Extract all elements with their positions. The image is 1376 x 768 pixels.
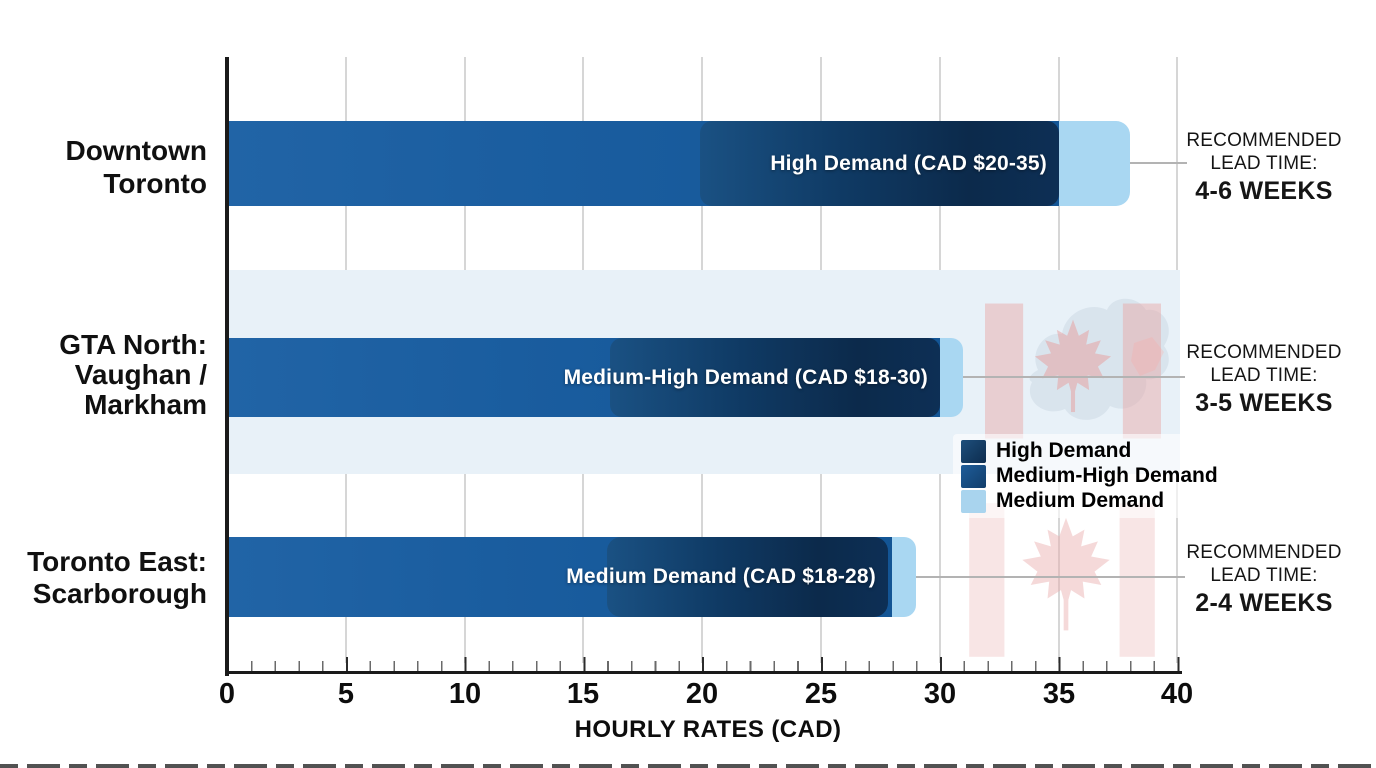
y-axis-line xyxy=(225,57,229,676)
connector-line-downtown xyxy=(1130,162,1187,164)
legend-label: High Demand xyxy=(996,439,1132,462)
legend-swatch-high-demand xyxy=(961,439,986,463)
lead-time-prefix: LEAD TIME: xyxy=(1210,153,1318,174)
lead-time-value: 4-6 WEEKS xyxy=(1195,177,1333,205)
x-tick-40: 40 xyxy=(1160,678,1194,710)
lead-time-value: 2-4 WEEKS xyxy=(1195,589,1333,617)
lead-time-prefix: LEAD TIME: xyxy=(1210,565,1318,586)
category-line: Markham xyxy=(84,389,207,420)
x-axis-line xyxy=(225,671,1182,674)
legend-label: Medium-High Demand xyxy=(996,464,1218,487)
bar-label-gta-north: Medium-High Demand (CAD $18-30) xyxy=(563,365,928,389)
lead-time-prefix: LEAD TIME: xyxy=(1210,365,1318,386)
x-tick-5: 5 xyxy=(337,678,355,710)
category-line: Scarborough xyxy=(32,578,207,609)
legend-item-high-demand: High Demand xyxy=(961,439,1179,463)
lead-time-block-downtown: RECOMMENDED LEAD TIME: 4-6 WEEKS xyxy=(1182,129,1346,205)
category-label-gta-north: GTA North: Vaughan / Markham xyxy=(17,330,207,420)
x-tick-15: 15 xyxy=(566,678,600,710)
lead-time-prefix: RECOMMENDED xyxy=(1186,342,1342,363)
connector-line-scarborough xyxy=(916,576,1185,578)
x-tick-25: 25 xyxy=(804,678,838,710)
connector-line-gta-north xyxy=(963,376,1185,378)
legend-item-medium-demand: Medium Demand xyxy=(961,489,1179,513)
x-tick-10: 10 xyxy=(448,678,482,710)
category-line: GTA North: xyxy=(59,329,207,360)
legend-swatch-medium-demand xyxy=(961,489,986,513)
category-line: Toronto xyxy=(103,168,207,199)
legend-label: Medium Demand xyxy=(996,489,1165,512)
canada-flag-watermark-bottom xyxy=(969,503,1155,657)
lead-time-value: 3-5 WEEKS xyxy=(1195,389,1333,417)
x-tick-35: 35 xyxy=(1042,678,1076,710)
legend-item-medium-high-demand: Medium-High Demand xyxy=(961,464,1218,488)
x-tick-20: 20 xyxy=(685,678,719,710)
bar-segment-high-demand: High Demand (CAD $20-35) xyxy=(700,121,1059,206)
x-axis-title: HOURLY RATES (CAD) xyxy=(574,716,842,743)
category-line: Vaughan / xyxy=(74,359,207,390)
bar-segment-medium-demand: Medium Demand (CAD $18-28) xyxy=(566,537,888,617)
lead-time-block-scarborough: RECOMMENDED LEAD TIME: 2-4 WEEKS xyxy=(1182,541,1346,617)
bar-label-scarborough: Medium Demand (CAD $18-28) xyxy=(566,565,876,588)
bar-segment-medium-high-demand: Medium-High Demand (CAD $18-30) xyxy=(564,338,940,417)
lead-time-prefix: RECOMMENDED xyxy=(1186,542,1342,563)
category-label-scarborough: Toronto East: Scarborough xyxy=(17,546,207,610)
x-tick-30: 30 xyxy=(923,678,957,710)
bar-label-downtown: High Demand (CAD $20-35) xyxy=(770,151,1047,175)
legend: High Demand Medium-High Demand Medium De… xyxy=(953,434,1218,518)
x-axis-major-ticks xyxy=(227,657,1181,671)
x-tick-0: 0 xyxy=(218,678,236,710)
lead-time-prefix: RECOMMENDED xyxy=(1186,130,1342,151)
cropped-bottom-text xyxy=(0,764,1376,768)
category-label-downtown: Downtown Toronto xyxy=(17,134,207,200)
lead-time-block-gta-north: RECOMMENDED LEAD TIME: 3-5 WEEKS xyxy=(1182,341,1346,417)
category-line: Downtown xyxy=(65,135,207,166)
category-line: Toronto East: xyxy=(27,546,207,577)
legend-swatch-medium-high-demand xyxy=(961,464,986,488)
